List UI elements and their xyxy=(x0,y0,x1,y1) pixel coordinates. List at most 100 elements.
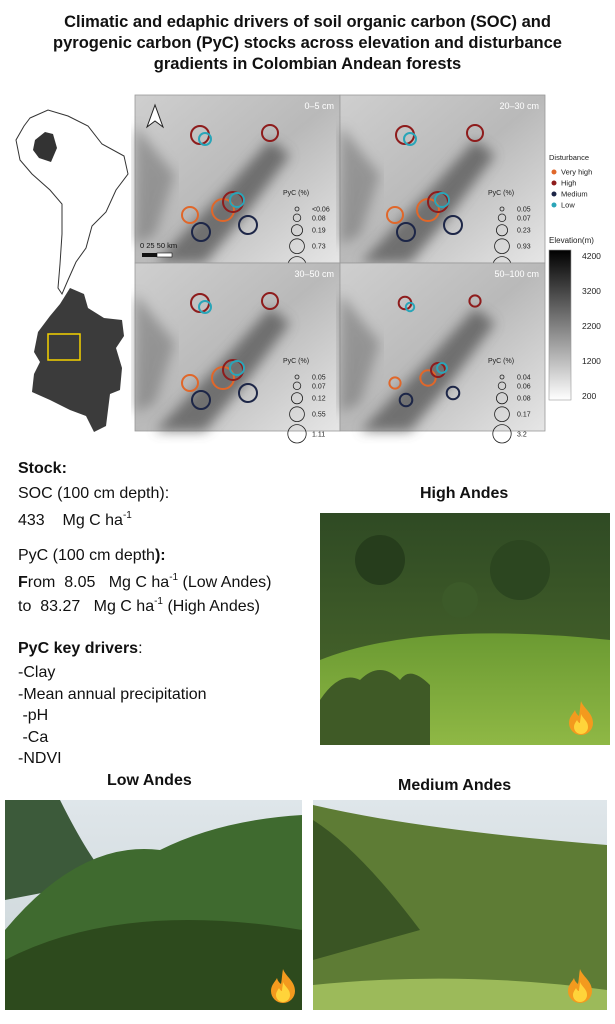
disturbance-label: High xyxy=(561,179,576,188)
site xyxy=(229,192,245,208)
size-label: 0.08 xyxy=(517,396,531,403)
disturbance-label: Medium xyxy=(561,190,588,199)
site xyxy=(443,215,463,235)
size-key xyxy=(497,213,507,222)
unit: Mg C ha xyxy=(108,574,170,591)
photo-high-andes xyxy=(320,513,610,745)
size-key xyxy=(494,406,510,423)
size-key xyxy=(289,238,305,255)
size-key xyxy=(499,206,505,212)
disturbance-key xyxy=(551,180,557,186)
site xyxy=(388,376,402,390)
size-key xyxy=(499,374,505,380)
driver: -Clay xyxy=(18,664,56,681)
map-panel: 30–50 cm PyC (%) 0.050.07 0.12 0.55 1.11 xyxy=(134,262,341,444)
elevation-title: Elevation(m) xyxy=(549,236,594,245)
unit-exponent: -1 xyxy=(169,572,179,583)
from-value: 8.05 xyxy=(64,574,96,591)
site xyxy=(191,222,211,242)
size-key xyxy=(287,424,307,444)
site xyxy=(386,206,404,224)
site xyxy=(238,215,258,235)
site xyxy=(403,132,417,146)
size-label: 0.19 xyxy=(312,228,326,235)
disturbance-label: Low xyxy=(561,201,575,210)
high-andes: (High Andes) xyxy=(167,598,260,615)
site xyxy=(396,222,416,242)
caption-medium: Medium Andes xyxy=(398,777,512,794)
disturbance-key xyxy=(551,191,557,197)
from-line: From 8.05 Mg C ha-1 (Low Andes) xyxy=(18,572,271,592)
size-key xyxy=(292,381,302,390)
photo-low-andes xyxy=(5,800,302,1010)
site xyxy=(434,192,450,208)
elevation-ridge xyxy=(135,293,175,413)
size-label: 3.2 xyxy=(517,431,527,438)
site xyxy=(238,383,258,403)
disturbance-title: Disturbance xyxy=(549,153,589,162)
to: to xyxy=(18,598,32,615)
low-andes: (Low Andes) xyxy=(182,574,272,591)
disturbance-key xyxy=(551,202,557,208)
size-key xyxy=(289,406,305,423)
elevation-tick: 4200 xyxy=(582,251,601,261)
size-label: <0.06 xyxy=(312,207,330,214)
unit-exponent: -1 xyxy=(154,596,163,607)
size-key xyxy=(294,206,300,212)
size-key xyxy=(494,238,510,255)
stock-heading: Stock: xyxy=(18,460,67,477)
south-america xyxy=(15,109,129,296)
pyc-legend-title: PyC (%) xyxy=(283,358,309,365)
site xyxy=(198,300,212,314)
soc-value: 433 xyxy=(18,512,45,529)
soc-line: 433 Mg C ha-1 xyxy=(18,510,132,530)
size-label: 0.93 xyxy=(517,244,531,251)
site xyxy=(430,362,446,378)
size-label: 1.11 xyxy=(312,431,325,438)
pyc-label: PyC (100 cm depth xyxy=(18,547,155,564)
elevation-tick: 3200 xyxy=(582,286,601,296)
caption-low: Low Andes xyxy=(107,772,192,789)
size-label: 0.04 xyxy=(517,375,531,382)
elevation-tick: 2200 xyxy=(582,321,601,331)
site xyxy=(181,206,199,224)
site xyxy=(404,301,416,313)
size-label: 0.05 xyxy=(312,375,326,382)
site xyxy=(436,362,448,374)
size-label: 0.08 xyxy=(312,215,326,222)
size-key xyxy=(492,424,512,444)
map-panel: 50–100 cm PyC (%) 0.040.06 0.08 0.17 3.2 xyxy=(339,262,546,444)
title: Climatic and edaphic drivers of soil org… xyxy=(53,13,562,73)
elevation-colorbar xyxy=(548,249,572,401)
driver: -Mean annual precipitation xyxy=(18,685,207,703)
size-key xyxy=(294,374,300,380)
soc-label: SOC (100 cm depth): xyxy=(18,485,170,502)
pyc-close: ): xyxy=(154,547,166,564)
size-label: 0.05 xyxy=(517,207,531,214)
driver: -NDVI xyxy=(18,750,62,767)
depth-label: 0–5 cm xyxy=(304,101,334,111)
size-key xyxy=(292,213,302,222)
to-value: 83.27 xyxy=(40,598,81,615)
size-label: 0.12 xyxy=(312,396,326,403)
drivers-heading: PyC key drivers xyxy=(18,640,139,657)
scale-bar xyxy=(156,252,173,258)
depth-label: 50–100 cm xyxy=(494,269,539,279)
size-label: 0.17 xyxy=(517,412,531,419)
site xyxy=(419,369,437,387)
site xyxy=(191,390,211,410)
unit: Mg C ha xyxy=(62,512,123,529)
pyc-line: PyC (100 cm depth): xyxy=(18,547,166,565)
drivers-heading-line: PyC key drivers: xyxy=(18,640,143,658)
size-key xyxy=(497,381,507,390)
drivers-list: -Clay -Mean annual precipitation -pH -Ca -… xyxy=(18,662,207,770)
pyc-legend-title: PyC (%) xyxy=(488,190,514,197)
site xyxy=(466,124,484,142)
from-rest: rom xyxy=(27,574,56,591)
site xyxy=(468,294,482,308)
pyc-legend-title: PyC (%) xyxy=(488,358,514,365)
site xyxy=(198,132,212,146)
